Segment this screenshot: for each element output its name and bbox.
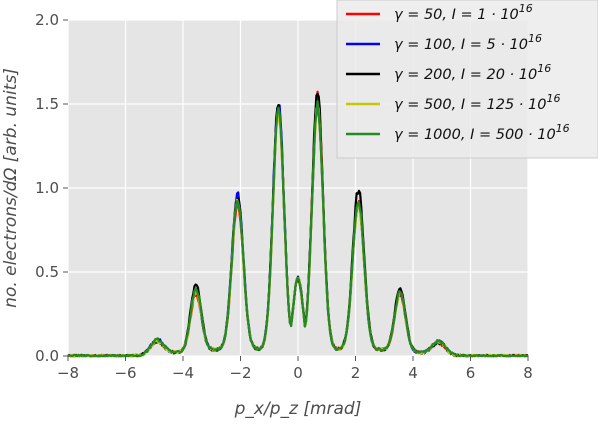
legend-entry: γ = 200, I = 20 · 1016	[394, 62, 551, 83]
legend-exponent: 16	[519, 2, 533, 15]
x-tick-label: 4	[408, 364, 418, 382]
legend-exponent: 16	[537, 62, 551, 75]
y-tick-label: 1.5	[35, 95, 59, 113]
x-tick-label: −4	[172, 364, 194, 382]
legend: γ = 50, I = 1 · 1016 γ = 100, I = 5 · 101…	[336, 0, 598, 159]
x-tick-label: −2	[229, 364, 251, 382]
legend-exponent: 16	[556, 122, 570, 135]
legend-entry: γ = 100, I = 5 · 1016	[394, 32, 542, 53]
x-tick-label: 2	[351, 364, 361, 382]
x-axis-label: p_x/p_z [mrad]	[234, 399, 362, 419]
legend-exponent: 16	[528, 32, 542, 45]
y-tick-label: 1.0	[35, 179, 59, 197]
legend-entry: γ = 1000, I = 500 · 1016	[394, 122, 570, 143]
y-tick-label: 2.0	[35, 11, 59, 29]
series-line-5	[67, 100, 529, 358]
x-tick-label: 0	[293, 364, 303, 382]
y-tick-label: 0.5	[35, 263, 59, 281]
legend-box	[336, 0, 598, 159]
series-group	[67, 90, 529, 358]
x-tick-label: 8	[523, 364, 533, 382]
y-tick-label: 0.0	[35, 347, 59, 365]
y-axis: 0.0 0.5 1.0 1.5 2.0	[35, 11, 68, 365]
y-axis-label: no. electrons/dΩ [arb. units]	[1, 68, 21, 308]
x-tick-label: 6	[466, 364, 476, 382]
legend-entry: γ = 50, I = 1 · 1016	[394, 2, 533, 23]
legend-entry: γ = 500, I = 125 · 1016	[394, 92, 560, 113]
x-tick-label: −8	[57, 364, 79, 382]
legend-exponent: 16	[546, 92, 560, 105]
x-tick-label: −6	[114, 364, 136, 382]
x-axis: −8 −6 −4 −2 0 2 4 6 8	[57, 356, 533, 382]
